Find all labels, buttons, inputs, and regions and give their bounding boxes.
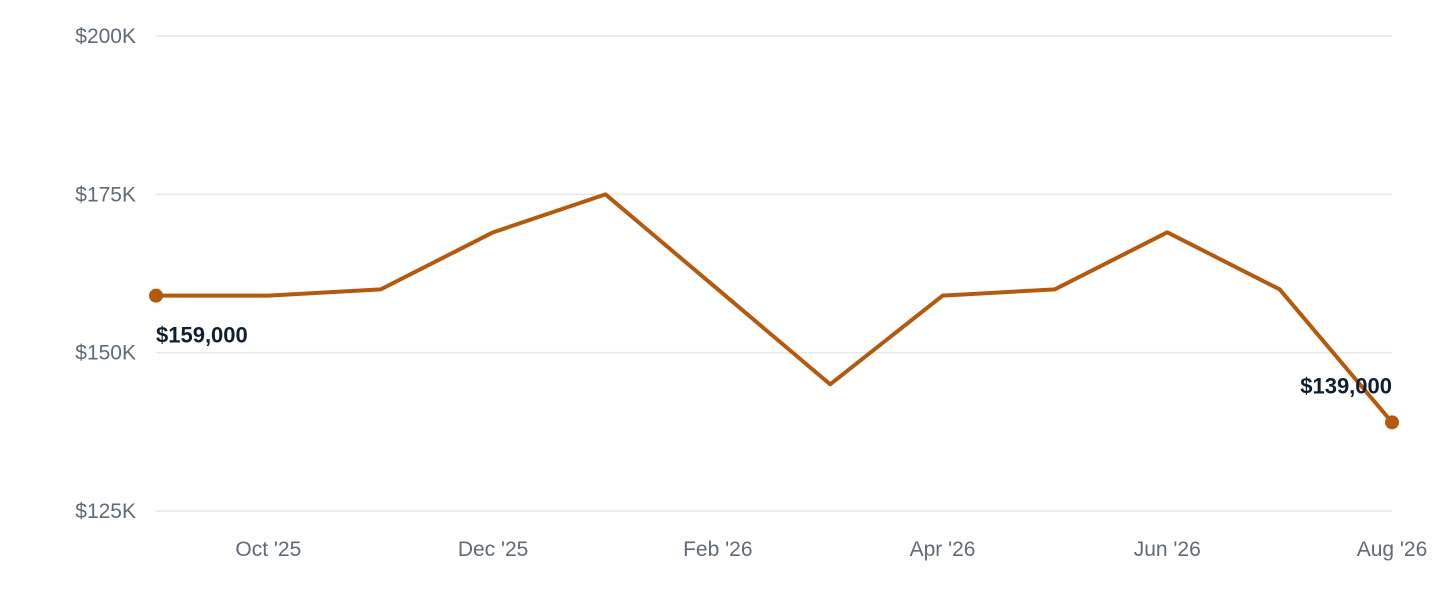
data-label: $159,000: [156, 323, 248, 348]
x-tick-label: Apr '26: [910, 538, 976, 561]
gridlines: [156, 35, 1392, 512]
y-axis: $125K $150K $175K $200K: [75, 25, 136, 523]
series-line-0: [154, 192, 1394, 425]
x-tick-label: Jun '26: [1134, 538, 1201, 561]
endpoint-marker: [149, 288, 163, 303]
y-tick-label: $125K: [75, 500, 136, 523]
y-tick-label: $150K: [75, 342, 136, 365]
x-tick-label: Dec '25: [458, 538, 529, 561]
endpoint-marker: [1385, 415, 1399, 430]
x-tick-label: Feb '26: [683, 538, 752, 561]
y-tick-label: $175K: [75, 183, 136, 206]
x-axis: Oct '25 Dec '25 Feb '26 Apr '26 Jun '26 Aug '…: [235, 538, 1427, 561]
series-layer: [154, 192, 1394, 425]
data-label: $139,000: [1300, 373, 1392, 398]
x-tick-label: Aug '26: [1357, 538, 1428, 561]
annotations: $159,000 $139,000: [149, 288, 1399, 430]
y-tick-label: $200K: [75, 25, 136, 48]
x-tick-label: Oct '25: [235, 538, 301, 561]
